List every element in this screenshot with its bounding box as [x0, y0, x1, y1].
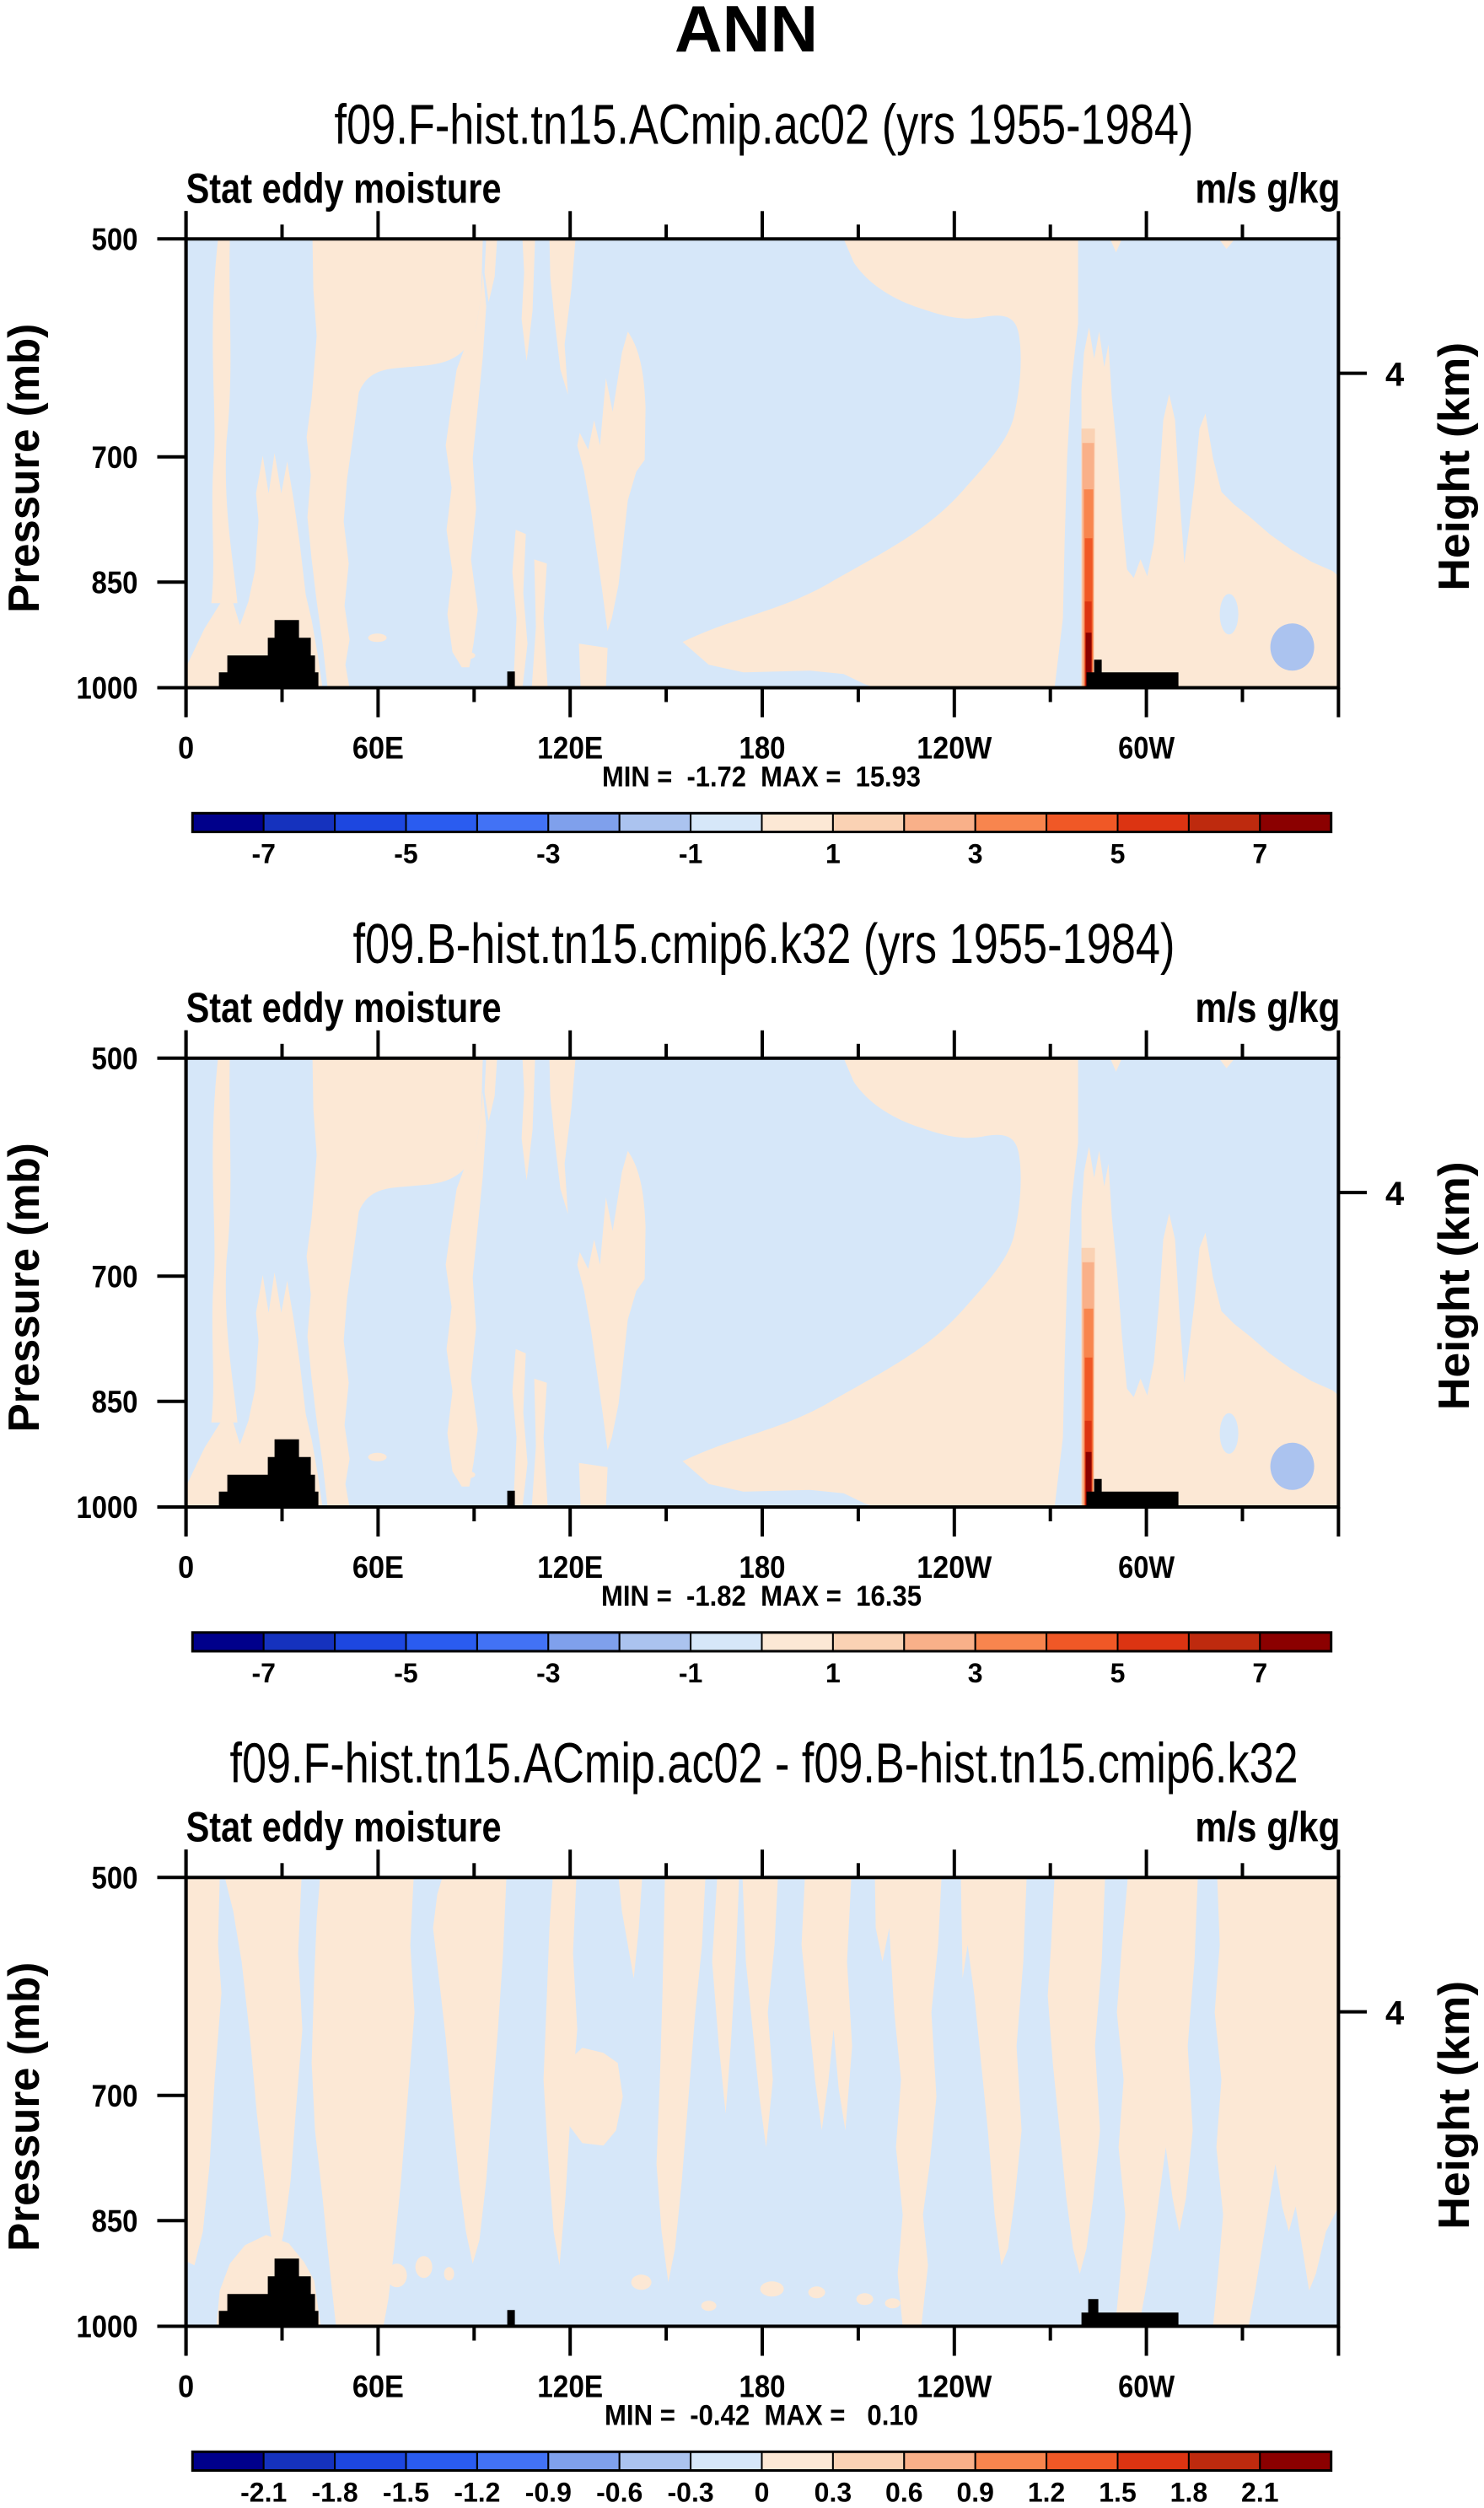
svg-text:4: 4 — [1385, 1176, 1405, 1213]
svg-text:Stat eddy moisture: Stat eddy moisture — [186, 1803, 502, 1850]
svg-text:3: 3 — [968, 1658, 983, 1688]
svg-text:Pressure (mb): Pressure (mb) — [0, 324, 49, 613]
svg-text:0.9: 0.9 — [956, 2477, 993, 2507]
svg-text:850: 850 — [92, 2204, 138, 2239]
svg-text:MIN = -0.42 MAX = 0.10: MIN = -0.42 MAX = 0.10 — [605, 2399, 918, 2431]
svg-text:Height (km): Height (km) — [1430, 342, 1479, 591]
svg-text:Stat eddy moisture: Stat eddy moisture — [186, 164, 502, 212]
svg-text:0.6: 0.6 — [885, 2477, 922, 2507]
svg-text:-0.9: -0.9 — [525, 2477, 572, 2507]
svg-text:60E: 60E — [352, 2369, 404, 2403]
svg-text:180: 180 — [739, 730, 786, 765]
svg-text:Pressure (mb): Pressure (mb) — [0, 1143, 49, 1432]
svg-text:f09.F-hist.tn15.ACmip.ac02 (yr: f09.F-hist.tn15.ACmip.ac02 (yrs 1955-198… — [335, 93, 1194, 156]
svg-text:120W: 120W — [917, 1550, 992, 1585]
svg-text:700: 700 — [92, 2079, 138, 2113]
svg-text:120E: 120E — [537, 730, 603, 765]
svg-text:7: 7 — [1252, 838, 1267, 869]
svg-text:-5: -5 — [394, 838, 417, 869]
svg-text:-3: -3 — [536, 1658, 560, 1688]
svg-text:0: 0 — [178, 1550, 194, 1585]
svg-text:f09.B-hist.tn15.cmip6.k32 (yrs: f09.B-hist.tn15.cmip6.k32 (yrs 1955-1984… — [353, 912, 1175, 976]
svg-text:-1.8: -1.8 — [312, 2477, 358, 2507]
svg-text:5: 5 — [1110, 838, 1126, 869]
svg-text:700: 700 — [92, 1259, 138, 1294]
svg-text:180: 180 — [739, 1550, 786, 1585]
svg-text:120E: 120E — [537, 2369, 603, 2403]
svg-text:180: 180 — [739, 2369, 786, 2403]
svg-text:1: 1 — [825, 1658, 841, 1688]
svg-text:MIN = -1.82 MAX = 16.35: MIN = -1.82 MAX = 16.35 — [601, 1580, 922, 1612]
svg-text:-2.1: -2.1 — [240, 2477, 287, 2507]
svg-text:500: 500 — [92, 1041, 138, 1076]
svg-text:3: 3 — [968, 838, 983, 869]
svg-text:120E: 120E — [537, 1550, 603, 1585]
svg-text:1000: 1000 — [77, 2310, 138, 2344]
svg-text:-1: -1 — [679, 838, 702, 869]
svg-text:m/s g/kg: m/s g/kg — [1195, 1803, 1340, 1850]
svg-text:-1.5: -1.5 — [383, 2477, 429, 2507]
svg-text:1: 1 — [825, 838, 841, 869]
svg-text:1.2: 1.2 — [1028, 2477, 1065, 2507]
svg-text:m/s g/kg: m/s g/kg — [1195, 984, 1340, 1031]
svg-text:f09.F-hist.tn15.ACmip.ac02 - f: f09.F-hist.tn15.ACmip.ac02 - f09.B-hist.… — [230, 1731, 1298, 1795]
svg-text:Height (km): Height (km) — [1430, 1981, 1479, 2230]
svg-text:4: 4 — [1385, 1995, 1405, 2032]
svg-text:0: 0 — [178, 730, 194, 765]
svg-text:5: 5 — [1110, 1658, 1126, 1688]
svg-text:60W: 60W — [1118, 2369, 1175, 2403]
svg-text:1000: 1000 — [77, 671, 138, 706]
svg-text:850: 850 — [92, 1385, 138, 1419]
svg-text:500: 500 — [92, 1861, 138, 1896]
svg-text:60E: 60E — [352, 730, 404, 765]
svg-text:2.1: 2.1 — [1241, 2477, 1278, 2507]
svg-text:ANN: ANN — [675, 0, 818, 66]
svg-text:-3: -3 — [536, 838, 560, 869]
svg-text:-1: -1 — [679, 1658, 702, 1688]
svg-text:Height (km): Height (km) — [1430, 1161, 1479, 1410]
svg-text:0.3: 0.3 — [815, 2477, 852, 2507]
svg-text:-0.3: -0.3 — [668, 2477, 714, 2507]
svg-text:MIN = -1.72 MAX = 15.93: MIN = -1.72 MAX = 15.93 — [602, 761, 921, 793]
svg-text:60W: 60W — [1118, 1550, 1175, 1585]
svg-text:0: 0 — [178, 2369, 194, 2403]
svg-text:-7: -7 — [251, 1658, 275, 1688]
svg-text:60W: 60W — [1118, 730, 1175, 765]
svg-text:120W: 120W — [917, 730, 992, 765]
svg-text:850: 850 — [92, 566, 138, 600]
svg-text:-0.6: -0.6 — [596, 2477, 643, 2507]
svg-text:7: 7 — [1252, 1658, 1267, 1688]
svg-text:Stat eddy moisture: Stat eddy moisture — [186, 984, 502, 1031]
svg-text:-7: -7 — [251, 838, 275, 869]
svg-text:500: 500 — [92, 223, 138, 257]
svg-text:700: 700 — [92, 440, 138, 475]
svg-text:1.8: 1.8 — [1170, 2477, 1207, 2507]
svg-text:m/s g/kg: m/s g/kg — [1195, 164, 1340, 212]
svg-text:120W: 120W — [917, 2369, 992, 2403]
svg-text:0: 0 — [755, 2477, 770, 2507]
svg-text:-1.2: -1.2 — [454, 2477, 500, 2507]
svg-text:4: 4 — [1385, 357, 1405, 394]
svg-text:1000: 1000 — [77, 1490, 138, 1525]
svg-text:60E: 60E — [352, 1550, 404, 1585]
svg-text:1.5: 1.5 — [1099, 2477, 1136, 2507]
svg-text:-5: -5 — [394, 1658, 417, 1688]
svg-text:Pressure (mb): Pressure (mb) — [0, 1962, 49, 2252]
